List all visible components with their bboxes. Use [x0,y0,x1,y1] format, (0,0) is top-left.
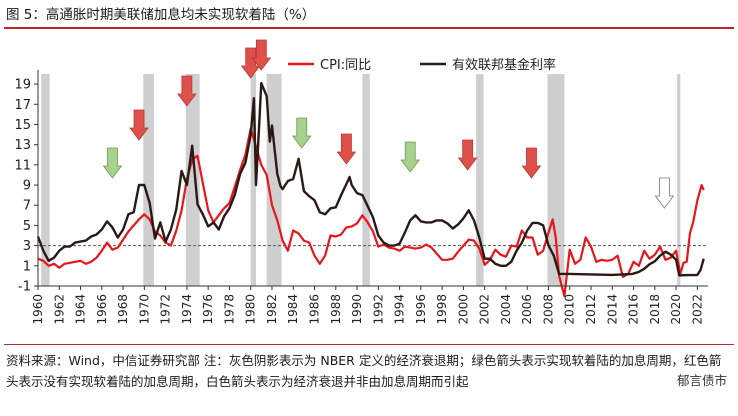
x-tick-label: 2010 [563,294,577,325]
red-arrow [336,133,357,165]
x-tick-label: 1988 [329,294,343,325]
x-tick-label: 1994 [393,294,407,325]
legend-label-cpi: CPI:同比 [320,58,371,73]
x-tick-label: 1986 [308,294,322,325]
x-tick-label: 2002 [478,294,492,325]
fed-funds-rate-line [36,81,705,277]
x-tick-label: 2016 [627,294,641,325]
x-tick-label: 2018 [648,294,662,325]
y-tick-label: 19 [14,78,31,93]
y-tick-label: 7 [23,199,31,214]
bottom-rule [4,344,734,345]
x-tick-label: 1962 [52,294,66,325]
legend: CPI:同比 有效联邦基金利率 [288,57,556,73]
red-arrow [251,39,272,71]
recession-band [185,74,200,286]
rate-hike-arrows [102,39,675,209]
x-tick-label: 1970 [137,294,151,325]
x-tick-label: 2000 [456,294,470,325]
x-tick-label: 1998 [435,294,449,325]
red-arrow [240,47,261,79]
series-layer [36,81,705,298]
x-tick-label: 1990 [350,294,364,325]
x-tick-label: 2008 [541,294,555,325]
y-tick-label: 11 [14,158,31,173]
x-tick-label: 2006 [520,294,534,325]
recession-band [547,74,565,286]
x-tick-label: 2004 [499,294,513,325]
x-tick-label: 1984 [286,294,300,325]
y-tick-label: 17 [14,98,31,113]
x-tick-label: 1968 [116,294,130,325]
x-tick-label: 1980 [244,294,258,325]
legend-label-fed: 有效联邦基金利率 [452,57,556,73]
recession-band [143,74,154,286]
green-arrow [400,141,421,173]
x-tick-label: 2020 [669,294,683,325]
source-note: 资料来源：Wind，中信证券研究部 注：灰色阴影表示为 NBER 定义的经济衰退… [6,353,722,389]
x-tick-label: 1966 [95,294,109,325]
x-tick-label: 2014 [605,294,619,325]
recession-band [677,74,681,286]
red-arrow [457,139,478,171]
x-tick-label: 1982 [265,294,279,325]
x-tick-label: 2012 [584,294,598,325]
red-arrow [177,75,197,107]
x-tick-label: 1976 [201,294,215,325]
red-arrow [521,147,542,179]
y-tick-label: 13 [14,138,31,153]
recession-band [362,74,370,286]
y-tick-label: 9 [23,179,31,194]
y-tick-label: 5 [23,219,31,234]
recession-band [41,74,50,286]
watermark: 郁言债市 [673,370,730,389]
red-arrow [129,109,149,141]
green-arrow [102,147,123,179]
recession-band [250,74,257,286]
white-arrow [654,177,675,209]
x-tick-label: 1972 [159,294,173,325]
recession-band [266,74,282,286]
y-tick-label: 1 [23,259,31,274]
green-arrow [291,117,312,149]
x-tick-label: 1992 [371,294,385,325]
x-tick-label: 1996 [414,294,428,325]
title-rule [4,27,734,29]
x-tick-label: 1964 [74,294,88,325]
x-tick-label: 1974 [180,294,194,325]
recession-bands [41,74,681,286]
figure-title: 图 5：高通胀时期美联储加息均未实现软着陆（%） [6,7,316,23]
x-tick-label: 2022 [690,294,704,325]
y-tick-label: -1 [18,280,31,295]
recession-band [476,74,484,286]
y-tick-label: 15 [14,118,31,133]
x-tick-label: 1960 [31,294,45,325]
y-tick-label: 3 [23,239,31,254]
x-tick-label: 1978 [222,294,236,325]
